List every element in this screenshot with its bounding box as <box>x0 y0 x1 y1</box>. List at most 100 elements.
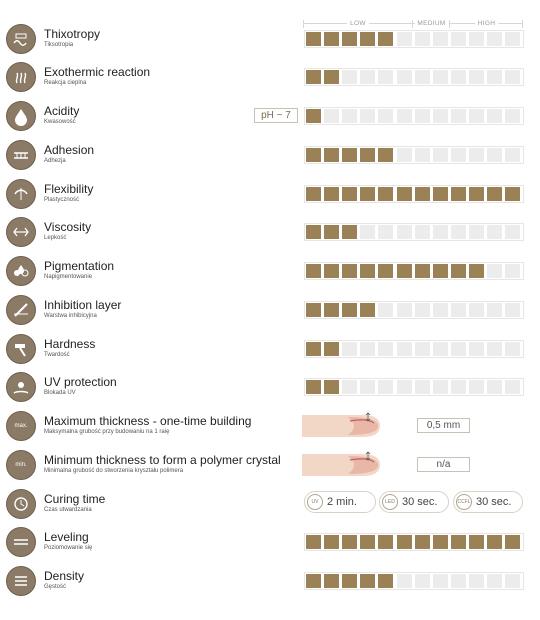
level-cell-filled <box>324 187 340 201</box>
level-cell-empty <box>487 148 502 162</box>
level-cell-empty <box>414 342 430 356</box>
property-row: Pigmentation Napigmentowanie <box>0 256 540 290</box>
level-cell-empty <box>505 32 521 46</box>
level-cell-empty <box>432 574 448 588</box>
thixotropy-icon <box>6 24 36 54</box>
level-cell-empty <box>396 109 412 123</box>
level-cell-filled <box>342 148 358 162</box>
property-title: Inhibition layer <box>44 298 122 312</box>
level-cell-empty <box>468 574 484 588</box>
property-subtitle: Reakcja cieplna <box>44 80 87 86</box>
level-cell-filled <box>306 187 321 201</box>
property-subtitle: Lepkość <box>44 235 67 241</box>
level-cell-empty <box>487 70 502 84</box>
level-cell-filled <box>396 264 412 278</box>
level-cell-empty <box>487 342 502 356</box>
curing-time-icon <box>6 489 36 519</box>
level-cell-empty <box>432 380 448 394</box>
icon-label: min. <box>15 462 27 468</box>
uv-protection-icon <box>6 372 36 402</box>
level-cell-empty <box>468 380 484 394</box>
scale-high: HIGH <box>450 18 523 30</box>
level-cell-filled <box>450 535 466 549</box>
level-cell-filled <box>360 535 376 549</box>
level-cell-filled <box>450 264 466 278</box>
level-cell-empty <box>487 303 502 317</box>
level-cell-filled <box>468 187 484 201</box>
max-thickness-icon: max. <box>6 411 36 441</box>
property-subtitle: Poziomowanie się <box>44 545 93 551</box>
level-cell-empty <box>414 574 430 588</box>
level-cell-empty <box>487 574 502 588</box>
acidity-icon <box>6 101 36 131</box>
curing-time-value: 2 min. <box>327 496 357 508</box>
level-cell-filled <box>324 148 340 162</box>
level-cell-empty <box>450 109 466 123</box>
level-bar <box>304 572 524 590</box>
level-bar <box>304 30 524 48</box>
level-cell-filled <box>360 264 376 278</box>
level-cell-filled <box>324 535 340 549</box>
level-cell-filled <box>505 187 521 201</box>
level-cell-filled <box>414 535 430 549</box>
level-cell-empty <box>505 70 521 84</box>
level-cell-empty <box>414 70 430 84</box>
level-cell-filled <box>487 187 502 201</box>
level-cell-empty <box>396 342 412 356</box>
min-thickness-icon: min. <box>6 450 36 480</box>
property-title: Maximum thickness - one-time building <box>44 414 252 428</box>
level-cell-empty <box>414 109 430 123</box>
level-cell-empty <box>505 574 521 588</box>
level-cell-empty <box>414 303 430 317</box>
property-row: Exothermic reaction Reakcja cieplna <box>0 62 540 96</box>
adhesion-icon <box>6 140 36 170</box>
property-title: Hardness <box>44 337 96 351</box>
level-cell-empty <box>432 148 448 162</box>
level-bar <box>304 533 524 551</box>
property-row: Density Gęstość <box>0 566 540 600</box>
level-cell-filled <box>378 148 394 162</box>
level-cell-filled <box>360 32 376 46</box>
level-cell-empty <box>505 264 521 278</box>
property-title: Minimum thickness to form a polymer crys… <box>44 453 281 467</box>
ph-badge: pH ~ 7 <box>254 108 298 123</box>
scale-header: LOW MEDIUM HIGH <box>303 18 523 30</box>
property-row: UV protection Blokada UV <box>0 372 540 406</box>
property-row: Hardness Twardość <box>0 334 540 368</box>
level-cell-empty <box>468 148 484 162</box>
curing-ccfl: CCFL 30 sec. <box>453 491 523 513</box>
property-row: min. Minimum thickness to form a polymer … <box>0 450 540 484</box>
property-subtitle: Minimalna grubość do stworzenia kryształ… <box>44 468 184 474</box>
thickness-value: 0,5 mm <box>417 418 470 433</box>
level-cell-empty <box>396 225 412 239</box>
level-cell-empty <box>378 225 394 239</box>
level-cell-filled <box>324 264 340 278</box>
level-cell-empty <box>360 225 376 239</box>
level-cell-empty <box>505 225 521 239</box>
level-cell-empty <box>414 380 430 394</box>
level-cell-filled <box>342 225 358 239</box>
level-cell-empty <box>324 109 340 123</box>
level-bar <box>304 146 524 164</box>
level-cell-empty <box>487 264 502 278</box>
level-cell-filled <box>324 574 340 588</box>
level-cell-empty <box>396 32 412 46</box>
level-cell-filled <box>324 225 340 239</box>
level-cell-empty <box>505 148 521 162</box>
level-bar <box>304 340 524 358</box>
level-cell-empty <box>432 109 448 123</box>
lamp-type: UV <box>307 494 323 510</box>
level-cell-filled <box>306 225 321 239</box>
scale-medium-label: MEDIUM <box>414 18 449 29</box>
level-cell-filled <box>378 264 394 278</box>
property-subtitle: Napigmentowanie <box>44 274 93 280</box>
level-cell-empty <box>414 225 430 239</box>
property-row: Adhesion Adhezja <box>0 140 540 174</box>
property-subtitle: Gęstość <box>44 584 67 590</box>
level-cell-empty <box>396 148 412 162</box>
inhibition-icon <box>6 295 36 325</box>
level-cell-filled <box>432 535 448 549</box>
level-cell-filled <box>306 303 321 317</box>
level-cell-empty <box>468 303 484 317</box>
level-cell-empty <box>396 380 412 394</box>
